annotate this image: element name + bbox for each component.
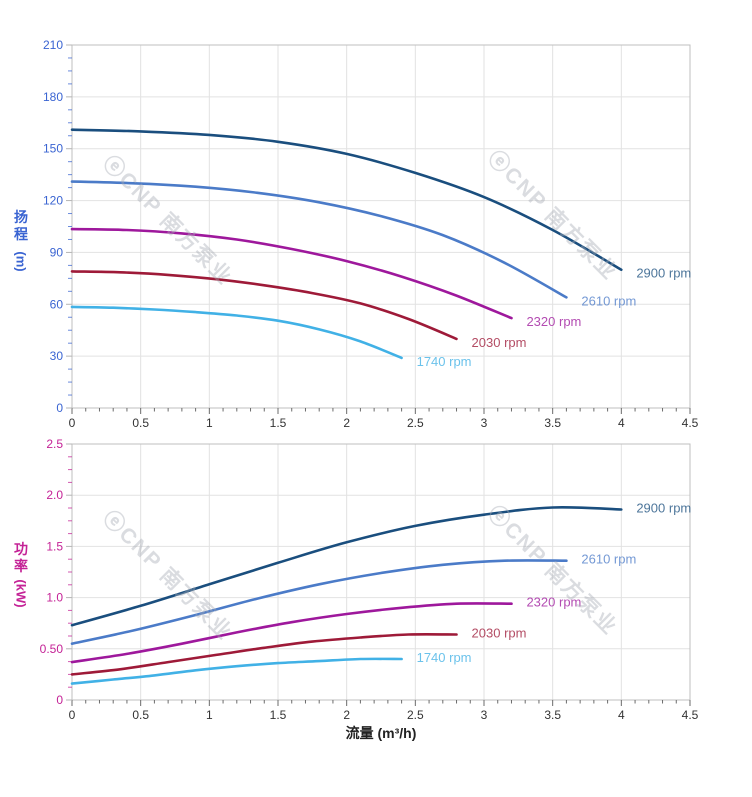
- series-label-2900rpm: 2900 rpm: [636, 501, 691, 516]
- x-tick-label: 0.5: [132, 708, 149, 722]
- y-tick-label: 0.50: [40, 642, 64, 656]
- curve-2900rpm: [70, 128, 623, 271]
- head-axis-title-char: 程: [14, 226, 28, 242]
- x-tick-label: 3: [481, 416, 488, 430]
- curve-2900rpm: [70, 506, 623, 627]
- curve-2030rpm: [70, 632, 458, 676]
- y-tick-label: 180: [43, 90, 63, 104]
- curve-1740rpm: [70, 657, 403, 685]
- curve-2320rpm: [70, 227, 513, 320]
- series-label-1740rpm: 1740 rpm: [417, 650, 472, 665]
- x-tick-label: 4: [618, 708, 625, 722]
- y-tick-label: 0: [56, 693, 63, 707]
- x-tick-label: 2.5: [407, 708, 424, 722]
- head-axis-title: 扬 程 (m): [8, 209, 34, 272]
- y-tick-label: 90: [50, 245, 64, 259]
- x-tick-label: 4.5: [682, 708, 699, 722]
- x-tick-label: 3.5: [544, 416, 561, 430]
- x-tick-label: 2: [343, 708, 350, 722]
- x-tick-label: 4.5: [682, 416, 699, 430]
- y-tick-label: 60: [50, 297, 64, 311]
- x-tick-label: 3: [481, 708, 488, 722]
- x-tick-label: 0: [69, 708, 76, 722]
- y-tick-label: 150: [43, 142, 63, 156]
- curve-1740rpm: [70, 305, 403, 360]
- power-axis-title-char: 功: [14, 541, 28, 557]
- series-label-2610rpm: 2610 rpm: [581, 293, 636, 308]
- series-label-2030rpm: 2030 rpm: [472, 625, 527, 640]
- y-tick-label: 2.0: [46, 488, 63, 502]
- series-label-2900rpm: 2900 rpm: [636, 266, 691, 281]
- head-axis-title-char: 扬: [14, 209, 28, 225]
- head-axis-unit: (m): [13, 251, 29, 272]
- y-tick-label: 1.5: [46, 539, 63, 553]
- power-axis-title: 功 率 (kW): [8, 541, 34, 608]
- x-tick-label: 1.5: [270, 708, 287, 722]
- curve-2610rpm: [70, 559, 568, 645]
- y-tick-label: 120: [43, 194, 63, 208]
- curve-2320rpm: [70, 602, 513, 664]
- x-tick-label: 1: [206, 416, 213, 430]
- series-label-2320rpm: 2320 rpm: [526, 314, 581, 329]
- x-tick-label: 3.5: [544, 708, 561, 722]
- y-tick-label: 0: [56, 401, 63, 415]
- flow-axis-title: 流量 (m³/h): [345, 725, 417, 741]
- series-label-2030rpm: 2030 rpm: [472, 335, 527, 350]
- curve-2610rpm: [70, 180, 568, 299]
- power-axis-unit: (kW): [13, 579, 29, 608]
- x-tick-label: 0: [69, 416, 76, 430]
- x-tick-label: 0.5: [132, 416, 149, 430]
- series-label-2320rpm: 2320 rpm: [526, 595, 581, 610]
- curve-2030rpm: [70, 270, 458, 341]
- power-axis-title-char: 率: [14, 558, 28, 574]
- series-label-1740rpm: 1740 rpm: [417, 354, 472, 369]
- x-tick-label: 1: [206, 708, 213, 722]
- y-tick-label: 1.0: [46, 591, 63, 605]
- x-tick-label: 1.5: [270, 416, 287, 430]
- plot-border: [71, 44, 691, 409]
- y-tick-label: 30: [50, 349, 64, 363]
- x-tick-label: 4: [618, 416, 625, 430]
- series-label-2610rpm: 2610 rpm: [581, 552, 636, 567]
- x-tick-label: 2.5: [407, 416, 424, 430]
- y-tick-label: 210: [43, 38, 63, 52]
- x-tick-label: 2: [343, 416, 350, 430]
- y-tick-label: 2.5: [46, 437, 63, 451]
